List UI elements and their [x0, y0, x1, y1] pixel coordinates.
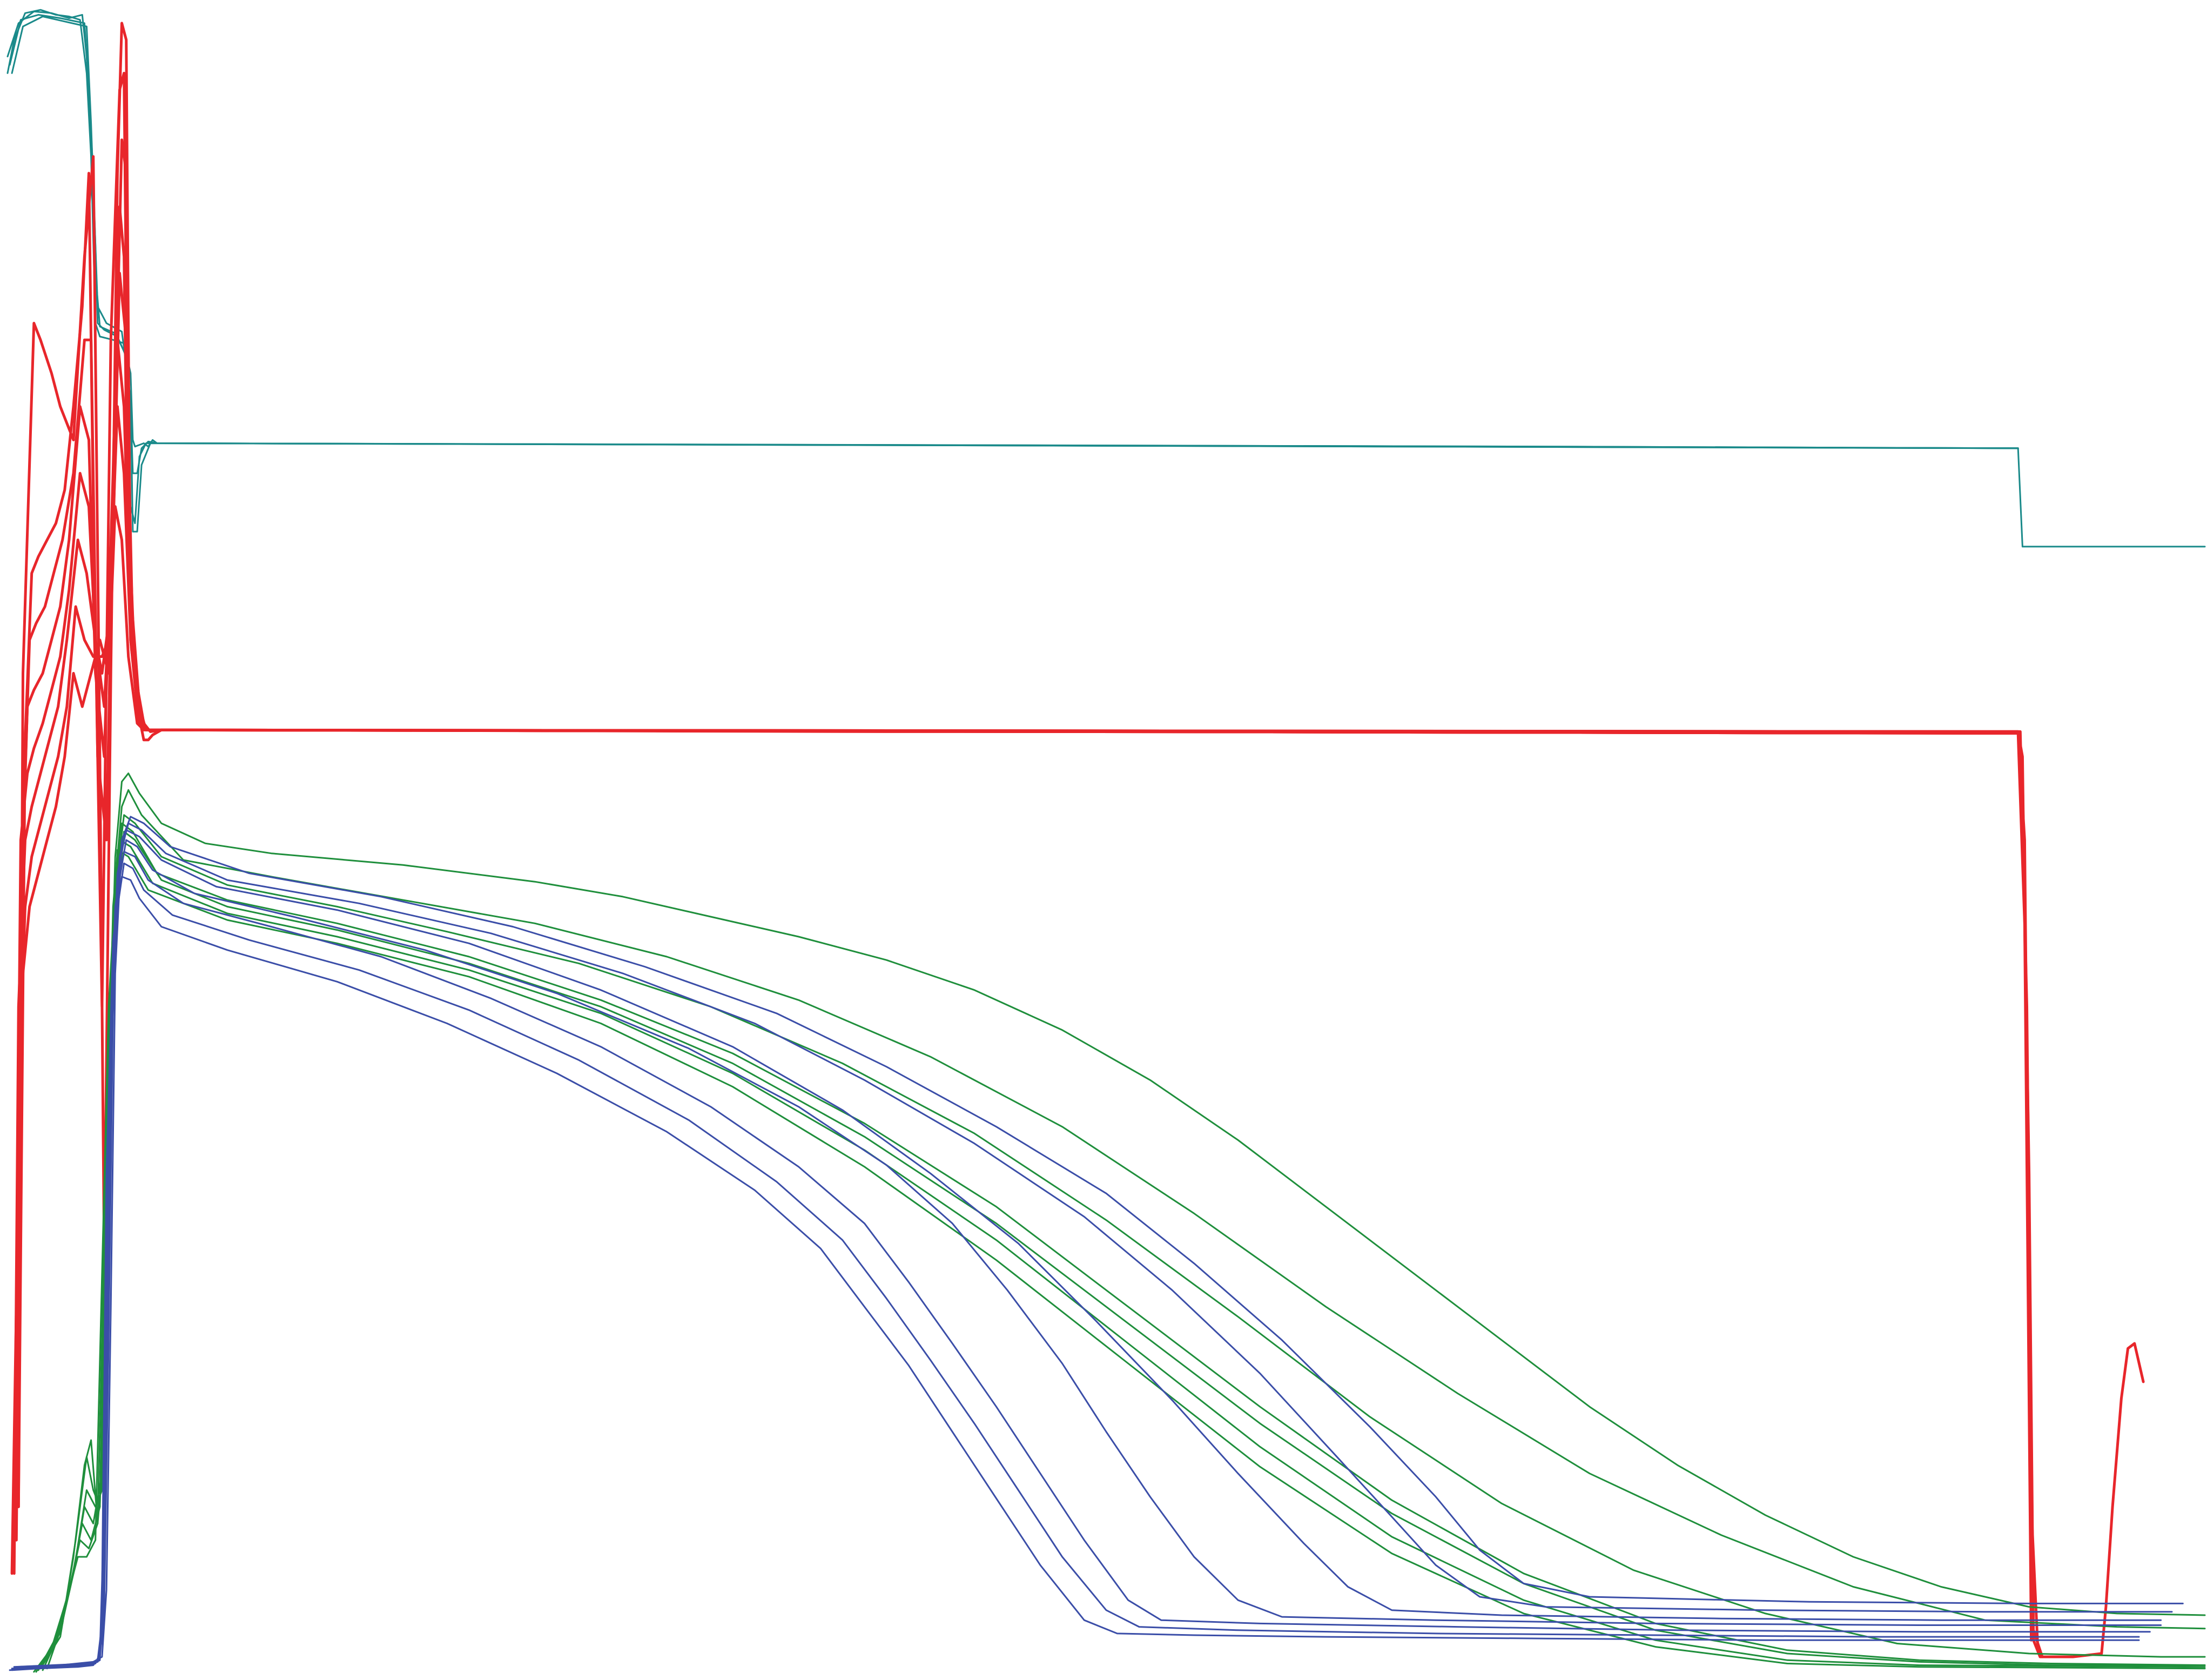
series-teal-trace-2	[6, 10, 2019, 474]
series-red-trace-6	[12, 338, 2020, 1558]
series-blue-trace-7	[17, 816, 2184, 1668]
series-red-trace-7	[12, 405, 2020, 1575]
series-red	[10, 22, 2145, 1658]
series-teal-trace-1	[6, 9, 2206, 548]
series-green-trace-4	[37, 822, 2206, 1671]
series-green-trace-3	[42, 814, 2206, 1671]
series-blue-trace-1	[9, 876, 2140, 1671]
series-teal-trace-4	[11, 16, 2019, 533]
series-red-trace-8	[10, 505, 2020, 1575]
series-red-trace-3	[15, 138, 2040, 1650]
series-green-trace-5	[37, 831, 2206, 1671]
series-green-trace-2	[46, 789, 2206, 1670]
series-layer	[6, 9, 2206, 1673]
series-red-trace-2	[17, 71, 2044, 1658]
series-green	[33, 772, 2206, 1673]
series-green-trace-6	[35, 839, 2206, 1673]
series-teal	[6, 9, 2206, 548]
series-blue-trace-5	[13, 829, 2162, 1668]
series-green-trace-7	[33, 849, 2206, 1673]
series-green-trace-1	[39, 772, 2206, 1670]
series-teal-trace-3	[9, 14, 2019, 525]
series-red-trace-5	[12, 272, 2033, 1642]
series-blue	[9, 816, 2184, 1671]
series-red-trace-1	[17, 22, 2145, 1658]
series-blue-trace-6	[15, 822, 2173, 1668]
